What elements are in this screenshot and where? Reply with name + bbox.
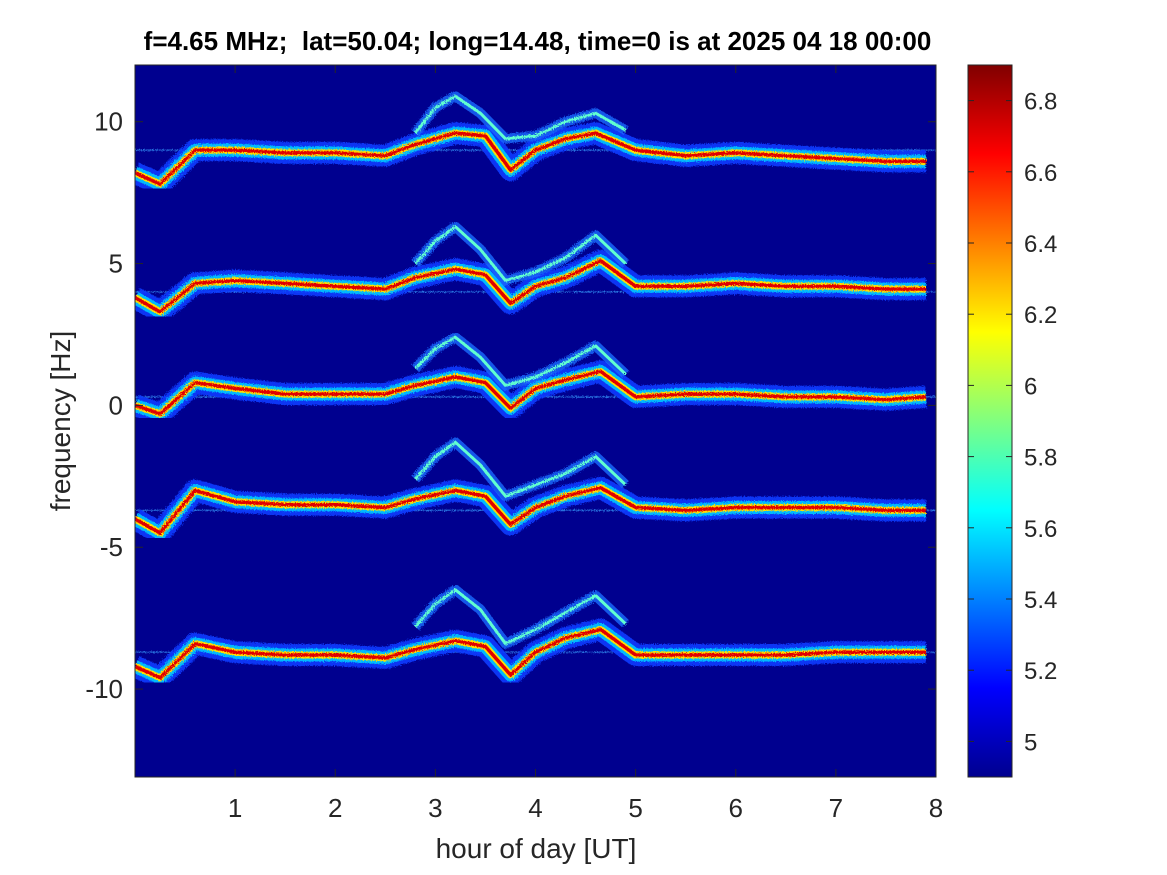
x-tick-label-8: 8	[929, 793, 943, 823]
colorbar-frame	[967, 64, 1013, 778]
colorbar-tick-label-6: 6	[1024, 373, 1037, 400]
colorbar-tick-label-5.8: 5.8	[1024, 445, 1057, 472]
colorbar-tick-label-5.4: 5.4	[1024, 587, 1057, 614]
plot-background	[135, 65, 936, 777]
trace-3-echo	[414, 335, 627, 387]
x-tick-label-7: 7	[829, 793, 843, 823]
x-axis: 1 2 3 4 5 6 7 8	[228, 65, 943, 823]
x-tick-label-1: 1	[228, 793, 242, 823]
plot-area	[134, 64, 937, 778]
colorbar-tick-label-5.2: 5.2	[1024, 658, 1057, 685]
trace-2	[135, 221, 936, 323]
trace-3	[135, 332, 936, 425]
x-tick-label-5: 5	[628, 793, 642, 823]
colorbar: 5 5.2 5.4 5.6 5.8 6 6.2 6.4 6.6 6.8	[967, 64, 1057, 778]
trace-4-core	[135, 485, 926, 535]
trace-1-core	[135, 131, 926, 186]
x-tick-label-2: 2	[328, 793, 342, 823]
trace-1-echo	[414, 94, 627, 141]
trace-5-core	[135, 627, 926, 680]
x-axis-label: hour of day [UT]	[436, 833, 637, 864]
x-tick-label-4: 4	[528, 793, 542, 823]
colorbar-tick-label-5: 5	[1024, 729, 1037, 756]
colorbar-tick-label-6.2: 6.2	[1024, 302, 1057, 329]
colorbar-tick-label-5.6: 5.6	[1024, 516, 1057, 543]
trace-5-echo	[414, 588, 627, 646]
chart-title: f=4.65 MHz; lat=50.04; long=14.48, time=…	[143, 26, 932, 56]
trace-4-echo	[414, 440, 627, 498]
trace-1	[135, 91, 936, 196]
trace-3-core	[135, 369, 927, 416]
colorbar-tick-label-6.8: 6.8	[1024, 89, 1057, 116]
trace-layer	[135, 91, 936, 689]
x-tick-label-3: 3	[428, 793, 442, 823]
x-tick-label-6: 6	[729, 793, 743, 823]
y-tick-label-10: 10	[94, 107, 123, 137]
trace-2-core	[135, 258, 926, 314]
trace-2-echo	[414, 225, 627, 283]
trace-5	[135, 584, 936, 689]
y-tick-label-0: 0	[109, 390, 123, 420]
colorbar-tick-label-6.6: 6.6	[1024, 160, 1057, 187]
colorbar-ticks: 5 5.2 5.4 5.6 5.8 6 6.2 6.4 6.6 6.8	[968, 89, 1057, 756]
y-axis: -10 -5 0 5 10	[85, 107, 936, 704]
y-tick-label-5: 5	[109, 249, 123, 279]
trace-4	[135, 437, 936, 544]
y-tick-label--10: -10	[85, 674, 123, 704]
y-axis-label: frequency [Hz]	[45, 331, 76, 512]
y-tick-label--5: -5	[100, 532, 123, 562]
colorbar-gradient	[968, 65, 1012, 777]
colorbar-tick-label-6.4: 6.4	[1024, 231, 1057, 258]
